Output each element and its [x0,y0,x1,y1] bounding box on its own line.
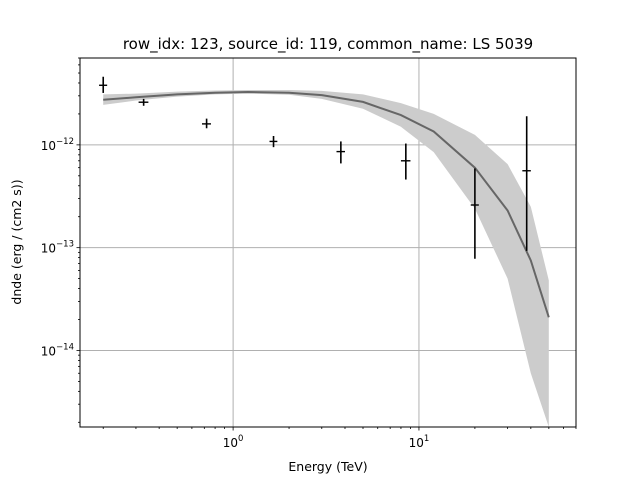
y-tick-label: 10−14 [41,342,74,358]
x-axis-label: Energy (TeV) [288,459,367,474]
flux-point [400,143,411,180]
x-tick-label: 101 [409,434,430,450]
chart-title: row_idx: 123, source_id: 119, common_nam… [123,35,533,54]
flux-point [201,118,211,129]
confidence-band [103,90,549,427]
ticks-layer: 100 101 10−14 10−13 10−12 [41,57,577,450]
flux-point [99,76,108,93]
y-tick-label: 10−13 [41,240,74,256]
y-tick-label: 10−12 [41,137,74,153]
model-curve-layer [103,90,550,318]
confidence-band-layer [103,90,549,427]
model-curve [103,90,550,318]
flux-points-layer [99,76,531,259]
flux-point [269,135,278,148]
flux-point [470,168,479,259]
y-axis-label: dnde (erg / (cm2 s)) [9,179,24,304]
x-tick-label: 100 [223,434,244,450]
flux-point [336,141,345,164]
plot-frame [79,57,577,428]
flux-point [522,116,531,251]
flux-point [138,98,149,106]
